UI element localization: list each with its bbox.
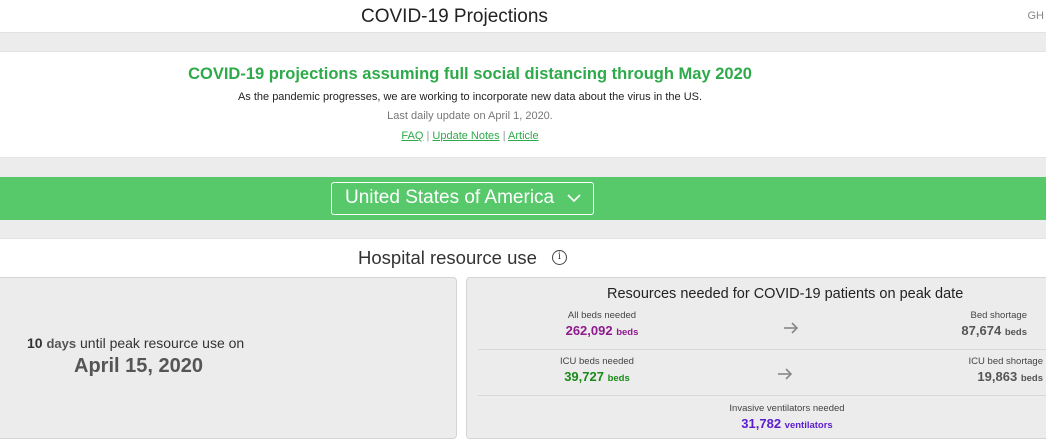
peak-date: April 15, 2020 (74, 355, 203, 377)
resources-title: Resources needed for COVID-19 patients o… (607, 286, 964, 302)
location-select-value: United States of America (345, 187, 555, 208)
bed-shortage-value: 87,674 (961, 323, 1002, 338)
icu-beds-needed: ICU beds needed 39,727 beds (527, 356, 667, 384)
info-icon[interactable]: i (552, 250, 567, 265)
metric-label: ICU beds needed (560, 356, 634, 367)
intro-subtext: As the pandemic progresses, we are worki… (237, 91, 703, 103)
all-beds-value: 262,092 (565, 323, 613, 338)
page-title: COVID-19 Projections (361, 6, 548, 27)
metric-unit: beds (1020, 373, 1043, 384)
metric-value: 39,727 beds (527, 369, 667, 384)
projection-headline: COVID-19 projections assuming full socia… (188, 65, 752, 83)
link-separator: | (502, 130, 506, 142)
ventilators-needed: Invasive ventilators needed 31,782 venti… (687, 403, 887, 431)
metric-value: 19,863 beds (907, 369, 1043, 384)
intro-links: FAQ | Update Notes | Article (120, 130, 820, 142)
last-update-text: Last daily update on April 1, 2020. (387, 110, 553, 122)
arrow-right-icon (784, 322, 799, 334)
all-beds-needed: All beds needed 262,092 beds (547, 310, 657, 338)
header-right-text[interactable]: GH (1027, 10, 1045, 22)
icu-bed-shortage: ICU bed shortage 19,863 beds (907, 356, 1043, 384)
arrow-right-icon (778, 368, 793, 380)
row-divider (478, 349, 1046, 350)
metric-label: All beds needed (567, 310, 637, 321)
metric-value: 262,092 beds (547, 323, 657, 338)
intro-panel: COVID-19 projections assuming full socia… (0, 51, 1046, 158)
metric-unit: ventilators (784, 420, 833, 431)
update-notes-link[interactable]: Update Notes (432, 130, 500, 142)
bed-shortage: Bed shortage 87,674 beds (907, 310, 1027, 338)
resources-card: Resources needed for COVID-19 patients o… (466, 277, 1046, 439)
metric-unit: beds (1004, 327, 1027, 338)
icu-beds-value: 39,727 (564, 369, 604, 384)
until-text: until peak resource use on (80, 335, 245, 351)
metric-unit: beds (616, 327, 639, 338)
metric-value: 87,674 beds (907, 323, 1027, 338)
top-bar: COVID-19 Projections GH (0, 0, 1046, 33)
days-unit: days (46, 336, 77, 351)
intro-content: COVID-19 projections assuming full socia… (120, 52, 820, 142)
metric-value: 31,782 ventilators (687, 416, 887, 431)
row-divider (478, 395, 1046, 396)
link-separator: | (426, 130, 430, 142)
hospital-resource-section: Hospital resource use i 10 days until pe… (0, 238, 1046, 444)
ventilators-value: 31,782 (741, 416, 782, 431)
location-bar: United States of America (0, 177, 1046, 220)
peak-card: 10 days until peak resource use on April… (0, 277, 457, 439)
article-link[interactable]: Article (508, 130, 539, 142)
chevron-down-icon (567, 194, 581, 203)
metric-label: Invasive ventilators needed (729, 403, 845, 414)
metric-label: Bed shortage (970, 310, 1027, 321)
metric-label: ICU bed shortage (968, 356, 1043, 367)
faq-link[interactable]: FAQ (401, 130, 424, 142)
section-title: Hospital resource use (358, 247, 537, 268)
location-select[interactable]: United States of America (331, 182, 594, 215)
days-until-peak: 10 days until peak resource use on (27, 335, 244, 351)
metric-unit: beds (607, 373, 630, 384)
icu-shortage-value: 19,863 (977, 369, 1018, 384)
days-count: 10 (27, 335, 43, 351)
